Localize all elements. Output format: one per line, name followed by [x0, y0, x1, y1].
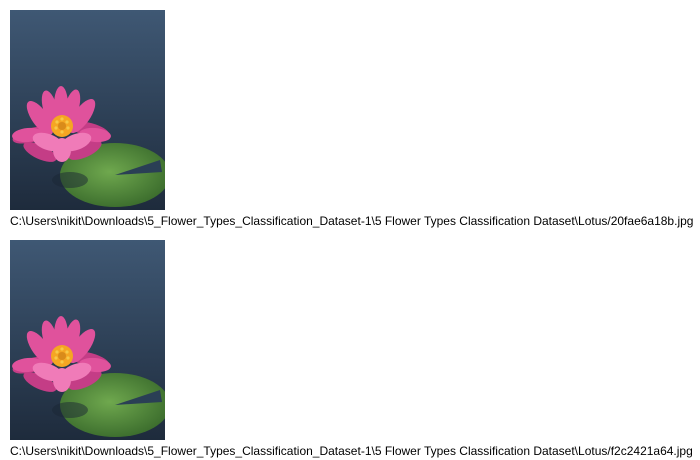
lotus-image	[10, 240, 165, 440]
lotus-image	[10, 10, 165, 210]
image-entry: C:\Users\nikit\Downloads\5_Flower_Types_…	[10, 10, 700, 228]
image-path-caption: C:\Users\nikit\Downloads\5_Flower_Types_…	[10, 444, 693, 458]
image-entry: C:\Users\nikit\Downloads\5_Flower_Types_…	[10, 240, 700, 458]
image-path-caption: C:\Users\nikit\Downloads\5_Flower_Types_…	[10, 214, 694, 228]
